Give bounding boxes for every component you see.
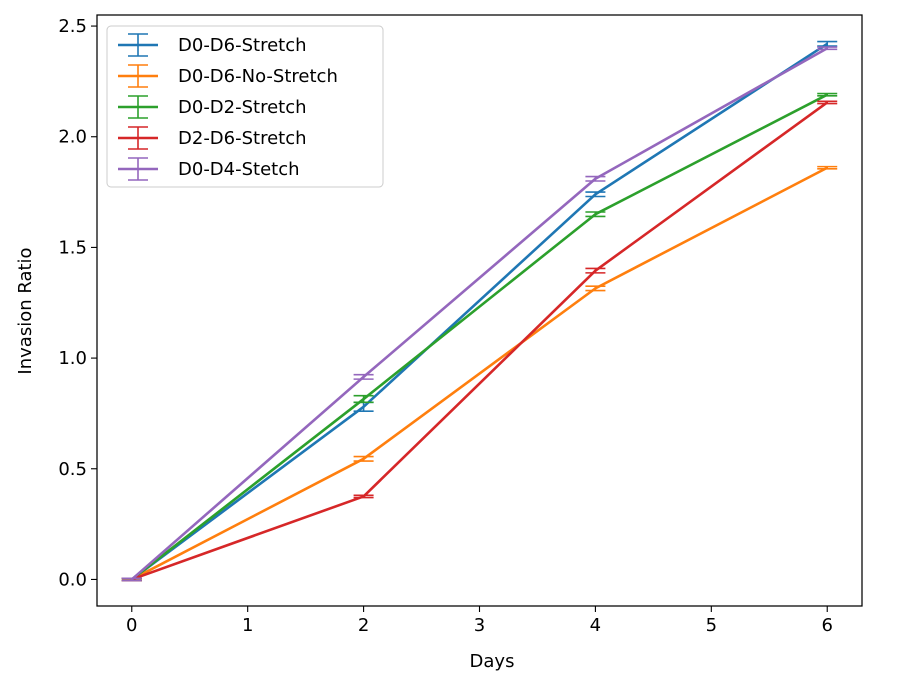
legend-frame: [106, 25, 384, 188]
legend-items: D0-D6-Stretch D0-D6-No-Stretch D0-D2-Stret…: [118, 33, 338, 181]
legend-label: D0-D2-Stretch: [178, 97, 307, 118]
x-tick-label: 0: [126, 615, 137, 636]
legend-item: D0-D6-Stretch: [118, 33, 307, 57]
series-line: [130, 47, 828, 581]
legend-item: D0-D2-Stretch: [118, 95, 307, 119]
y-tick-label: 0.0: [58, 569, 87, 590]
series-line: [131, 166, 828, 581]
legend-item: D2-D6-Stretch: [118, 126, 307, 150]
legend-item: D0-D6-No-Stretch: [118, 64, 338, 88]
series-line: [131, 101, 828, 581]
y-tick-label: 2.5: [58, 16, 87, 37]
x-tick-label: 1: [242, 615, 253, 636]
x-axis-ticks: 0 1 2 3 4 5 6: [126, 606, 833, 636]
x-tick-label: 5: [706, 615, 717, 636]
x-tick-label: 2: [358, 615, 369, 636]
y-tick-label: 0.5: [58, 459, 87, 480]
y-tick-label: 1.0: [58, 348, 87, 369]
x-axis-label: Days: [470, 651, 515, 672]
series-line: [130, 93, 828, 581]
series-layer: [121, 40, 838, 582]
legend-label: D2-D6-Stretch: [178, 128, 307, 149]
y-axis-ticks: 0.0 0.5 1.0 1.5 2.0 2.5: [58, 16, 97, 590]
y-axis-label: Invasion Ratio: [15, 247, 36, 374]
series-d0-d4-stetch: [121, 46, 838, 582]
legend: D0-D6-Stretch D0-D6-No-Stretch D0-D2-Stret…: [106, 25, 384, 188]
series-line: [130, 42, 828, 581]
x-tick-label: 3: [474, 615, 485, 636]
legend-label: D0-D6-Stretch: [178, 35, 307, 56]
legend-label: D0-D6-No-Stretch: [178, 66, 338, 87]
legend-item: D0-D4-Stetch: [118, 157, 300, 181]
y-tick-label: 2.0: [58, 127, 87, 148]
x-tick-label: 6: [822, 615, 833, 636]
x-tick-label: 4: [590, 615, 601, 636]
legend-label: D0-D4-Stetch: [178, 159, 300, 180]
y-tick-label: 1.5: [58, 237, 87, 258]
